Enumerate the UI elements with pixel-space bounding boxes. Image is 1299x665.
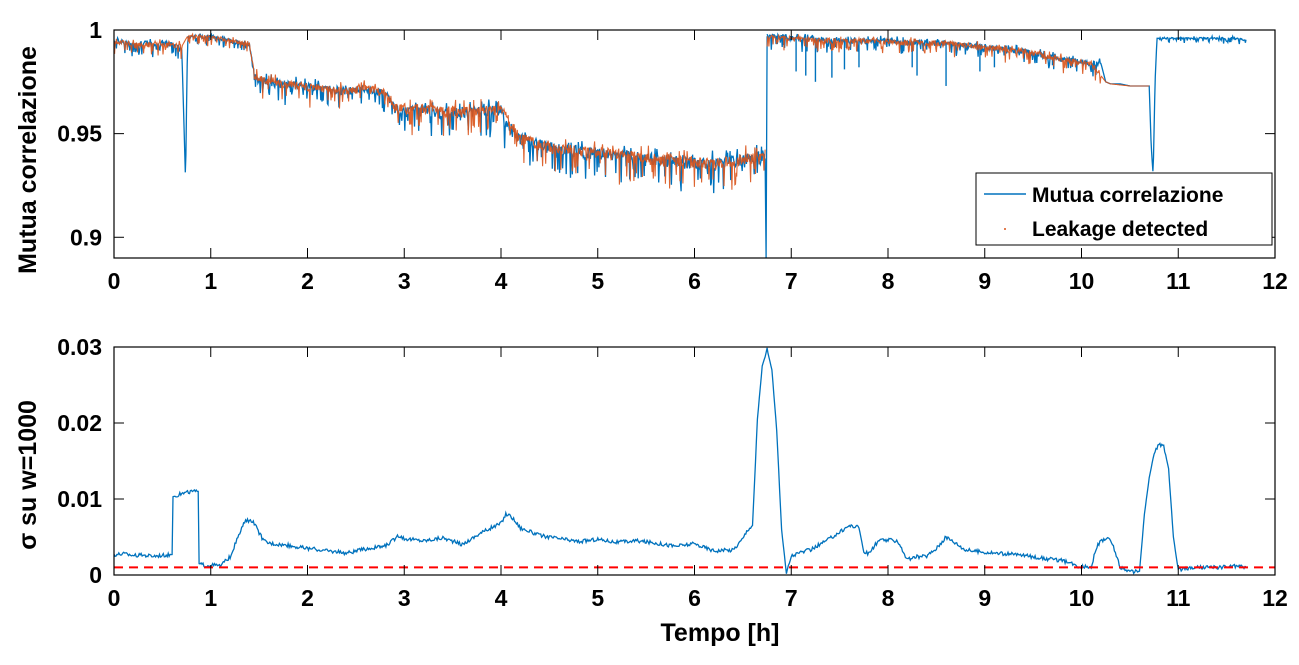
top-y-tick-label: 0.95	[57, 121, 102, 147]
bottom-x-tick-label: 0	[108, 585, 121, 611]
bottom-y-tick-label: 0.02	[57, 410, 102, 436]
top-y-tick-label: 1	[89, 17, 102, 43]
bottom-x-tick-label: 5	[591, 585, 604, 611]
series-line-mutua-correlazione	[764, 36, 768, 258]
top-series-group	[114, 32, 1247, 258]
top-x-tick-label: 3	[398, 268, 411, 294]
bottom-y-axis-label: σ su w=1000	[14, 400, 42, 550]
top-y-tick-label: 0.9	[70, 224, 102, 250]
series-line-leakage-detected	[766, 34, 1150, 87]
series-line-leakage-detected	[114, 32, 766, 190]
top-x-tick-label: 9	[978, 268, 991, 294]
bottom-x-tick-label: 1	[204, 585, 217, 611]
bottom-y-tick-label: 0	[89, 562, 102, 588]
legend-swatch-leakage-detected	[1004, 228, 1006, 230]
bottom-x-ticks: 0 1 2 3 4 5 6 7 8 9 10 11 12	[108, 347, 1288, 611]
series-line-mutua-correlazione	[114, 32, 766, 194]
legend-entry-leakage-detected: Leakage detected	[1032, 218, 1208, 241]
bottom-plot-area	[114, 347, 1275, 575]
top-x-tick-label: 0	[108, 268, 121, 294]
bottom-panel: 00.010.020.03 0 1 2 3 4 5 6 7 8 9 10 11 12 σ su w=10…	[14, 334, 1288, 647]
top-x-tick-label: 10	[1069, 268, 1095, 294]
top-y-axis-label: Mutua correlazione	[14, 46, 42, 274]
bottom-x-tick-label: 2	[301, 585, 314, 611]
top-x-tick-label: 11	[1166, 268, 1191, 294]
series-line-mutua-correlazione	[766, 32, 1247, 172]
legend-entry-mutua-correlazione: Mutua correlazione	[1032, 184, 1223, 207]
bottom-x-tick-label: 3	[398, 585, 411, 611]
bottom-x-tick-label: 11	[1166, 585, 1191, 611]
top-x-tick-label: 2	[301, 268, 314, 294]
bottom-x-tick-label: 9	[978, 585, 991, 611]
top-x-tick-label: 12	[1262, 268, 1288, 294]
top-y-ticks: 0.9 0.95 1	[57, 17, 1275, 250]
top-x-tick-label: 5	[591, 268, 604, 294]
top-x-tick-label: 4	[495, 268, 508, 294]
top-x-tick-label: 1	[204, 268, 217, 294]
bottom-x-tick-label: 8	[882, 585, 895, 611]
top-x-tick-label: 6	[688, 268, 701, 294]
legend-box	[975, 172, 1273, 246]
bottom-x-tick-label: 4	[495, 585, 508, 611]
bottom-x-tick-label: 12	[1262, 585, 1288, 611]
top-x-tick-label: 8	[882, 268, 895, 294]
top-legend: Mutua correlazione Leakage detected	[975, 172, 1273, 246]
series-line-sigma	[114, 347, 1247, 575]
bottom-x-tick-label: 7	[785, 585, 798, 611]
bottom-y-tick-label: 0.01	[57, 486, 102, 512]
bottom-x-tick-label: 6	[688, 585, 701, 611]
x-axis-label: Tempo [h]	[661, 619, 780, 647]
top-panel: 0.90.951 0 1 2 3 4 5 6 7 8 9 10 11 12 Mutua correlaz…	[14, 17, 1288, 294]
top-x-tick-label: 7	[785, 268, 798, 294]
bottom-y-ticks: 0 0.01 0.02 0.03	[57, 334, 1275, 588]
top-x-ticks: 0 1 2 3 4 5 6 7 8 9 10 11 12	[108, 30, 1288, 294]
bottom-y-tick-label: 0.03	[57, 334, 102, 360]
bottom-x-tick-label: 10	[1069, 585, 1095, 611]
